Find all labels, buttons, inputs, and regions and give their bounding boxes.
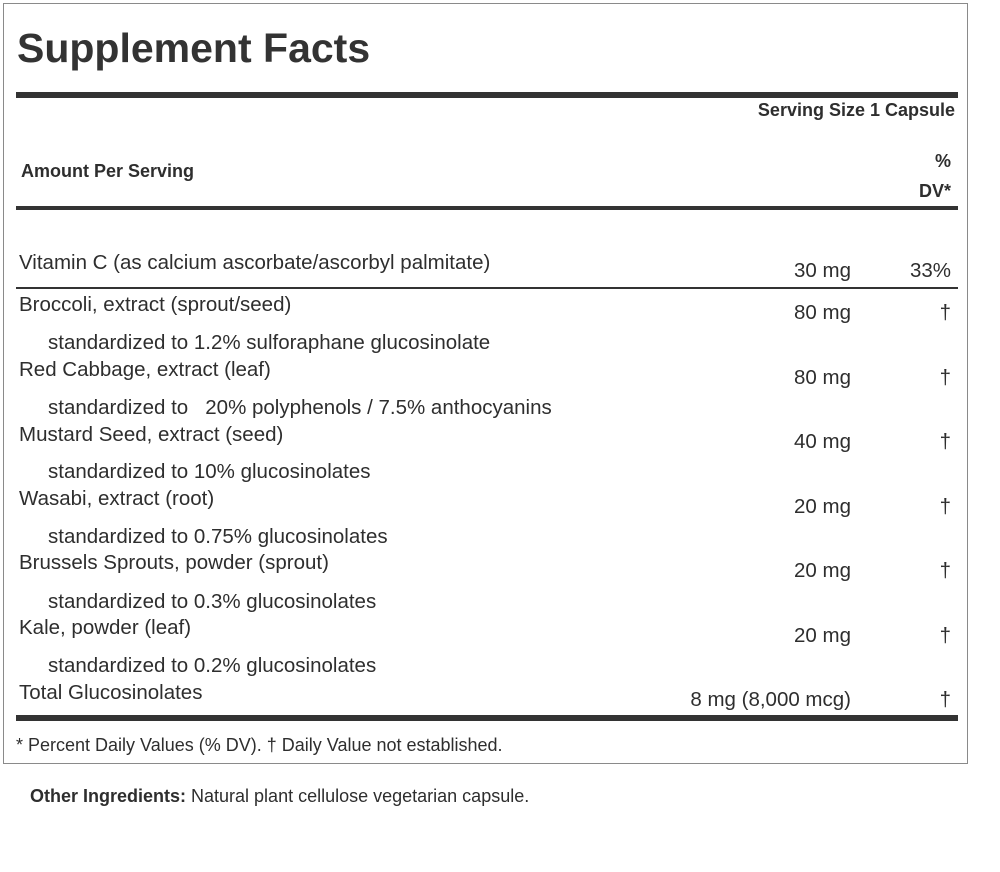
vitamin-divider xyxy=(16,287,958,289)
amount-per-serving-label: Amount Per Serving xyxy=(21,161,195,181)
ingredient-name-red-cabbage: Red Cabbage, extract (leaf) xyxy=(19,358,271,381)
ingredient-standardized-brussels-sprouts: standardized to 0.3% glucosinolates xyxy=(48,590,377,613)
dv-header-label: DV* xyxy=(918,181,951,201)
footer-divider xyxy=(16,715,958,721)
other-ingredients-label: Other Ingredients: xyxy=(30,786,187,806)
ingredient-standardized-red-cabbage: standardized to 20% polyphenols / 7.5% a… xyxy=(48,396,552,419)
ingredient-standardized-broccoli: standardized to 1.2% sulforaphane glucos… xyxy=(48,331,491,354)
title-divider xyxy=(16,92,958,98)
dv-header-percent: % xyxy=(934,151,951,171)
ingredient-amount-brussels-sprouts: 20 mg xyxy=(794,559,851,582)
ingredient-amount-wasabi: 20 mg xyxy=(794,495,851,518)
ingredient-standardized-kale: standardized to 0.2% glucosinolates xyxy=(48,654,377,677)
daily-value-header: % DV* xyxy=(891,146,951,206)
ingredient-dv-mustard-seed: † xyxy=(939,430,951,453)
ingredient-name-brussels-sprouts: Brussels Sprouts, powder (sprout) xyxy=(19,551,329,574)
ingredient-name-vitamin-c: Vitamin C (as calcium ascorbate/ascorbyl… xyxy=(19,251,491,274)
ingredient-name-mustard-seed: Mustard Seed, extract (seed) xyxy=(19,423,284,446)
ingredient-name-wasabi: Wasabi, extract (root) xyxy=(19,487,215,510)
ingredient-dv-broccoli: † xyxy=(939,301,951,324)
ingredient-dv-brussels-sprouts: † xyxy=(939,559,951,582)
supplement-facts-panel: Supplement Facts Serving Size 1 Capsule … xyxy=(3,3,968,764)
ingredient-standardized-wasabi: standardized to 0.75% glucosinolates xyxy=(48,525,388,548)
ingredient-dv-wasabi: † xyxy=(939,495,951,518)
ingredient-amount-broccoli: 80 mg xyxy=(794,301,851,324)
ingredient-amount-mustard-seed: 40 mg xyxy=(794,430,851,453)
header-divider xyxy=(16,206,958,210)
ingredient-name-total-glucosinolates: Total Glucosinolates xyxy=(19,681,203,704)
ingredient-dv-vitamin-c: 33% xyxy=(909,259,951,282)
ingredient-amount-red-cabbage: 80 mg xyxy=(794,366,851,389)
ingredient-amount-kale: 20 mg xyxy=(794,624,851,647)
ingredient-dv-red-cabbage: † xyxy=(939,366,951,389)
other-ingredients: Other Ingredients: Natural plant cellulo… xyxy=(30,786,529,808)
ingredient-amount-vitamin-c: 30 mg xyxy=(794,259,851,282)
ingredient-amount-total-glucosinolates: 8 mg (8,000 mcg) xyxy=(690,688,851,711)
other-ingredients-text: Natural plant cellulose vegetarian capsu… xyxy=(186,786,530,806)
footnote: * Percent Daily Values (% DV). † Daily V… xyxy=(16,735,503,755)
ingredient-dv-total-glucosinolates: † xyxy=(939,688,951,711)
ingredient-name-kale: Kale, powder (leaf) xyxy=(19,616,192,639)
serving-size: Serving Size 1 Capsule xyxy=(757,100,955,120)
ingredient-dv-kale: † xyxy=(939,624,951,647)
ingredient-name-broccoli: Broccoli, extract (sprout/seed) xyxy=(19,293,292,316)
panel-title: Supplement Facts xyxy=(17,25,371,71)
ingredient-standardized-mustard-seed: standardized to 10% glucosinolates xyxy=(48,460,371,483)
